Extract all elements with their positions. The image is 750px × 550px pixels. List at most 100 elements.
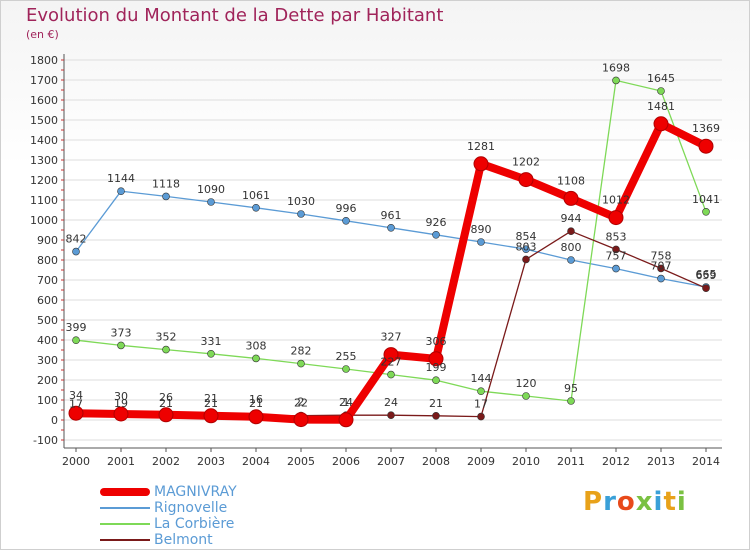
data-point [342,365,350,373]
data-point [612,245,620,254]
legend-label: La Corbière [154,516,235,532]
data-label: 707 [651,260,672,273]
x-tick-label: 2005 [287,455,315,468]
data-point [207,349,215,358]
data-point [522,255,530,264]
data-label: 996 [336,202,357,215]
logo-letter: P [583,487,604,517]
data-label: 120 [516,377,537,390]
series-group [68,76,714,428]
data-label: 21 [429,397,443,410]
data-label: 1108 [557,174,585,187]
data-label: 21 [249,397,263,410]
axes [61,54,722,452]
chart-title: Evolution du Montant de la Dette par Hab… [26,5,444,26]
data-point [72,247,80,256]
data-point [207,198,215,206]
logo-letter: i [653,487,664,517]
data-label: 1481 [647,100,675,113]
data-point [293,412,309,428]
x-tick-labels: 2000 2001 2002 2003 2004 2005 2006 2007 2008 2009… [62,455,720,468]
data-label: 853 [606,230,627,243]
data-label: 95 [564,382,578,395]
legend-swatch [100,539,150,541]
data-label: 327 [381,331,402,344]
data-label: 352 [156,331,177,344]
x-tick-label: 2001 [107,455,135,468]
data-point [567,256,575,264]
data-label: 17 [474,398,488,411]
x-tick-label: 2006 [332,455,360,468]
data-point [387,411,395,420]
legend-item-belmont: Belmont [100,532,360,548]
data-label: 854 [516,230,537,243]
x-tick-label: 2000 [62,455,90,468]
data-point [612,264,620,273]
data-point [477,387,485,396]
data-label: 944 [561,212,582,225]
x-tick-label: 2002 [152,455,180,468]
data-label: 1144 [107,172,135,185]
data-label: 2 [298,396,305,409]
logo-letter: o [616,487,636,517]
data-label: 21 [204,397,218,410]
data-label: 1118 [152,177,180,190]
data-label: 890 [471,223,492,236]
y-tick-labels: -100 0 100 200 300 400 500 600 700 800 900 1000 1100… [30,54,58,447]
legend-label: MAGNIVRAY [154,484,237,500]
y-tick-label: 100 [37,394,58,407]
grid-lines [64,59,722,441]
y-tick-label: 700 [37,274,58,287]
legend-item-rignovelle: Rignovelle [100,500,360,516]
y-tick-label: 1000 [30,214,58,227]
data-label: 308 [246,339,267,352]
data-point [567,227,575,235]
y-tick-label: 1200 [30,174,58,187]
y-tick-label: 900 [37,234,58,247]
data-point [657,264,665,273]
data-point [68,405,84,421]
data-point [297,359,305,368]
y-tick-label: 1800 [30,54,58,67]
data-label: 1281 [467,140,495,153]
data-label: 1030 [287,195,315,208]
data-label: 842 [66,233,87,246]
data-point [653,116,669,132]
data-point [477,238,485,246]
logo-letter: x [635,487,654,517]
logo-letter: r [603,487,617,517]
y-tick-label: 400 [37,334,58,347]
legend-swatch [100,507,150,509]
data-point [473,156,489,172]
data-label: 17 [69,398,83,411]
data-point [252,354,260,363]
data-point [297,210,305,218]
data-point [252,204,260,212]
x-tick-label: 2003 [197,455,225,468]
data-label: 144 [471,372,492,385]
y-tick-label: 800 [37,254,58,267]
data-point [518,172,534,188]
y-tick-label: 1400 [30,134,58,147]
data-point [248,409,264,425]
legend-item-magnivray: MAGNIVRAY [100,484,360,500]
y-tick-label: 1600 [30,94,58,107]
legend-label: Belmont [154,532,213,548]
y-tick-label: 1300 [30,154,58,167]
data-label: 1645 [647,72,675,85]
data-label: 373 [111,326,132,339]
data-point [428,351,444,367]
data-label: 926 [426,216,447,229]
y-tick-label: 0 [51,414,58,427]
data-point [338,412,354,428]
data-label: 19 [114,397,128,410]
data-point [698,138,714,154]
data-label: 1061 [242,189,270,202]
y-tick-label: 1500 [30,114,58,127]
data-point [612,76,620,85]
data-point [702,208,710,216]
y-tick-label: 1100 [30,194,58,207]
data-label: 1369 [692,122,720,135]
x-tick-label: 2004 [242,455,270,468]
